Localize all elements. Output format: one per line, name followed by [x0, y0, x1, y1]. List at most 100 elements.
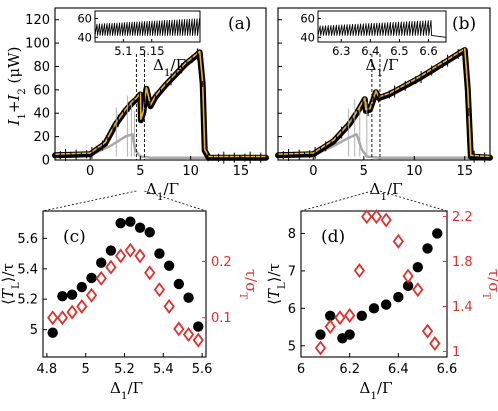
- y-tick-label: 40: [33, 107, 50, 122]
- x-tick-label: 5.4: [153, 362, 174, 377]
- data-point-diamond: [192, 332, 204, 348]
- data-point-circle: [356, 310, 368, 322]
- data-point-diamond: [105, 259, 117, 275]
- zoom-connector-lines: [42, 190, 448, 212]
- data-point-circle: [47, 327, 58, 338]
- y-right-tick-label: 0.2: [211, 255, 232, 270]
- data-point-diamond: [380, 212, 392, 228]
- data-point-diamond: [66, 304, 78, 320]
- data-point-diamond: [402, 268, 414, 284]
- data-point-circle: [76, 281, 88, 293]
- x-tick-label: 5: [82, 362, 90, 377]
- x-tick-label: 5.2: [114, 362, 135, 377]
- data-point-diamond: [324, 319, 336, 335]
- inset-y-tick-label: 40: [300, 30, 315, 44]
- y-right-tick-label: 1: [452, 345, 460, 360]
- data-point-diamond: [124, 242, 136, 258]
- panel-c: 4.8 5 5.2 5.4 5.6 5 5.2 5.4 5.6 0.1 0.2 Δ1/Γ ⟨TL⟩/τ τ…: [0, 210, 260, 402]
- y-tick-label: 80: [33, 60, 50, 75]
- zoom-connector: [42, 190, 137, 212]
- data-point-circle: [412, 261, 423, 273]
- inset-x-tick-label: 5.15: [139, 44, 165, 58]
- plot-frame: [300, 210, 448, 358]
- y-right-tick-label: 0.1: [211, 311, 232, 326]
- data-point-circle: [193, 321, 204, 332]
- data-point-diamond: [412, 282, 424, 298]
- data-point-diamond: [56, 310, 69, 326]
- data-point-circle: [115, 217, 126, 229]
- panel-label: (a): [228, 14, 251, 34]
- inset-x-tick-label: 6.4: [361, 44, 379, 58]
- zoom-connector: [144, 190, 207, 212]
- x-tick-label: 15: [233, 164, 250, 179]
- y-tick-label: 120: [25, 13, 50, 28]
- data-point-circle: [134, 222, 146, 233]
- x-tick-label: 5: [136, 164, 144, 179]
- x-tick-label: 5.6: [192, 362, 213, 377]
- inset-x-axis-label: Δ1/Γ: [366, 56, 399, 79]
- data-point-circle: [144, 227, 155, 238]
- data-point-diamond: [134, 248, 146, 264]
- data-point-circle: [163, 260, 175, 271]
- x-tick-label: 0: [309, 164, 317, 179]
- x-tick-label: 6.2: [339, 362, 360, 377]
- x-tick-label: 6: [297, 362, 305, 377]
- y-tick-label: 5.2: [17, 293, 38, 308]
- panel-label: (d): [321, 227, 345, 247]
- y-tick-label: 60: [33, 83, 50, 98]
- panel-label: (b): [452, 14, 476, 34]
- data-point-circle: [66, 289, 78, 300]
- data-point-diamond: [153, 282, 166, 298]
- data-point-diamond: [429, 336, 441, 352]
- series-gold-line: [54, 50, 267, 158]
- x-axis-label: Δ1/Γ: [146, 180, 179, 203]
- y-right-tick-label: 1.4: [452, 300, 473, 315]
- y-axis-label: ⟨TL⟩/τ: [0, 263, 22, 305]
- data-point-circle: [86, 272, 97, 284]
- y-tick-label: 0: [42, 154, 50, 169]
- data-point-circle: [57, 290, 68, 302]
- panel-b: 0 5 10 15 Δ1/Γ (b) 40 60 6.3 6.4 6.5 6.6 Δ1/Γ: [275, 7, 493, 203]
- y-tick-label: 5: [30, 323, 38, 338]
- y-right-tick-label: 1.8: [452, 255, 473, 270]
- x-tick-label: 0: [86, 164, 94, 179]
- y-tick-label: 100: [25, 37, 50, 52]
- data-point-diamond: [47, 310, 59, 326]
- plot-frame: [277, 7, 491, 161]
- inset-y-tick-label: 40: [77, 30, 92, 44]
- data-point-circle: [325, 310, 336, 322]
- plot-frame: [54, 7, 267, 161]
- y-tick-label: 20: [33, 130, 50, 145]
- data-point-diamond: [421, 323, 434, 339]
- data-point-circle: [125, 216, 136, 227]
- x-axis-label: Δ1/Γ: [110, 379, 143, 402]
- x-tick-label: 10: [406, 164, 423, 179]
- y-right-axis-label: τ/σT: [481, 269, 498, 300]
- y-tick-label: 5.4: [17, 262, 38, 277]
- data-point-circle: [393, 291, 404, 303]
- inset-x-tick-label: 5.1: [114, 44, 132, 58]
- data-point-circle: [380, 299, 392, 310]
- data-point-diamond: [182, 327, 195, 343]
- data-point-diamond: [173, 321, 185, 337]
- data-point-diamond: [370, 209, 383, 225]
- data-point-diamond: [392, 233, 404, 249]
- y-tick-label: 6: [288, 302, 296, 317]
- data-point-diamond: [314, 340, 327, 356]
- inset-x-tick-label: 6.3: [332, 44, 350, 58]
- y-axis-label: I1+I2 (μW): [5, 47, 28, 127]
- data-point-diamond: [353, 263, 366, 279]
- data-point-circle: [344, 329, 355, 340]
- data-point-diamond: [344, 307, 356, 323]
- data-point-circle: [154, 248, 165, 259]
- y-right-tick-label: 2.2: [452, 210, 473, 225]
- y-tick-label: 7: [288, 264, 296, 279]
- x-tick-label: 6.6: [437, 362, 458, 377]
- data-point-diamond: [361, 209, 373, 225]
- inset-x-tick-label: 6.6: [419, 44, 437, 58]
- x-tick-label: 10: [182, 164, 199, 179]
- inset-y-tick-label: 60: [300, 12, 315, 26]
- inset-y-tick-label: 60: [77, 12, 92, 26]
- y-tick-label: 8: [288, 227, 296, 242]
